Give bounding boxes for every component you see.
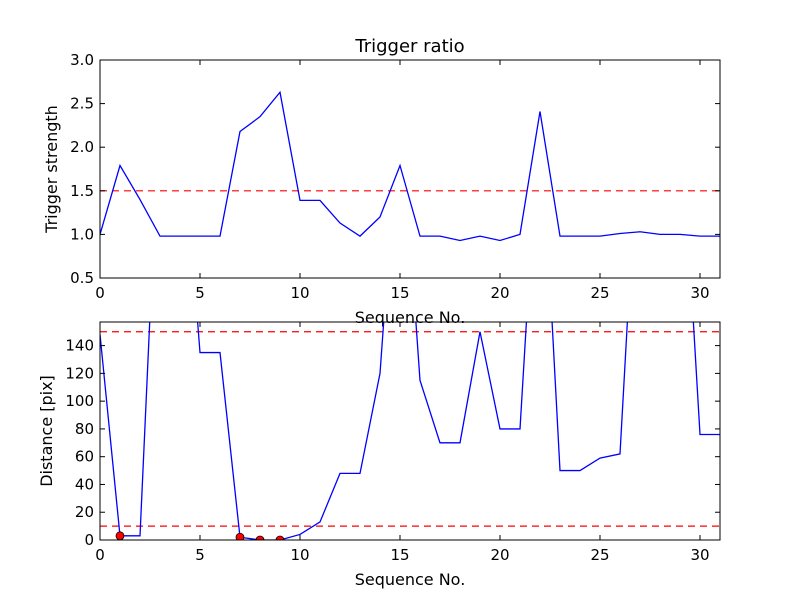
top-xtick-label-5: 25 — [590, 284, 609, 302]
top-ytick-label-1: 1.0 — [70, 225, 94, 243]
bottom-marker-3 — [275, 535, 285, 540]
bottom-xtick-label-1: 5 — [195, 546, 205, 564]
top-plot-content — [100, 90, 720, 242]
top-x-axis-label: Sequence No. — [355, 308, 466, 327]
top-xtick-label-2: 10 — [290, 284, 309, 302]
bottom-plot-frame — [99, 321, 721, 541]
top-ytick-label-4: 2.5 — [70, 95, 94, 113]
top-ytick-label-5: 3.0 — [70, 51, 94, 69]
top-xtick-label-1: 5 — [195, 284, 205, 302]
top-axis-ticks: 0 5 10 15 20 25 30 0.5 1.0 1.5 2.0 2.5 3.0 — [70, 51, 720, 302]
top-xtick-label-0: 0 — [95, 284, 105, 302]
top-xtick-label-4: 20 — [490, 284, 509, 302]
top-series-line-0 — [100, 90, 720, 242]
bottom-ytick-label-2: 40 — [75, 475, 94, 493]
bottom-xtick-label-5: 25 — [590, 546, 609, 564]
top-plot-frame — [99, 59, 721, 279]
bottom-ytick-label-5: 100 — [65, 392, 94, 410]
bottom-ytick-label-1: 20 — [75, 503, 94, 521]
bottom-ytick-label-0: 0 — [84, 531, 94, 549]
distance-plot: 0 5 10 15 20 25 30 0 20 40 60 80 100 120 140 Sequence … — [37, 321, 721, 589]
bottom-marker-0 — [115, 531, 125, 540]
bottom-series-line-0 — [100, 322, 720, 540]
bottom-xtick-label-3: 15 — [390, 546, 409, 564]
bottom-plot-content — [100, 322, 720, 540]
bottom-ytick-label-3: 60 — [75, 448, 94, 466]
top-ytick-label-2: 1.5 — [70, 182, 94, 200]
top-xtick-label-6: 30 — [690, 284, 709, 302]
bottom-xtick-label-6: 30 — [690, 546, 709, 564]
bottom-xtick-label-0: 0 — [95, 546, 105, 564]
bottom-xtick-label-2: 10 — [290, 546, 309, 564]
bottom-xtick-label-4: 20 — [490, 546, 509, 564]
bottom-marker-2 — [255, 535, 265, 540]
bottom-ytick-label-7: 140 — [65, 337, 94, 355]
top-chart-title: Trigger ratio — [354, 36, 464, 57]
bottom-y-axis-label: Distance [pix] — [37, 375, 56, 487]
bottom-ytick-label-4: 80 — [75, 420, 94, 438]
bottom-x-axis-label: Sequence No. — [355, 570, 466, 589]
bottom-ytick-label-6: 120 — [65, 364, 94, 382]
bottom-marker-1 — [235, 532, 245, 540]
top-ytick-label-0: 0.5 — [70, 269, 94, 287]
top-y-axis-label: Trigger strength — [42, 105, 61, 234]
bottom-axis-ticks: 0 5 10 15 20 25 30 0 20 40 60 80 100 120 140 — [65, 322, 720, 564]
top-xtick-label-3: 15 — [390, 284, 409, 302]
top-ytick-label-3: 2.0 — [70, 138, 94, 156]
